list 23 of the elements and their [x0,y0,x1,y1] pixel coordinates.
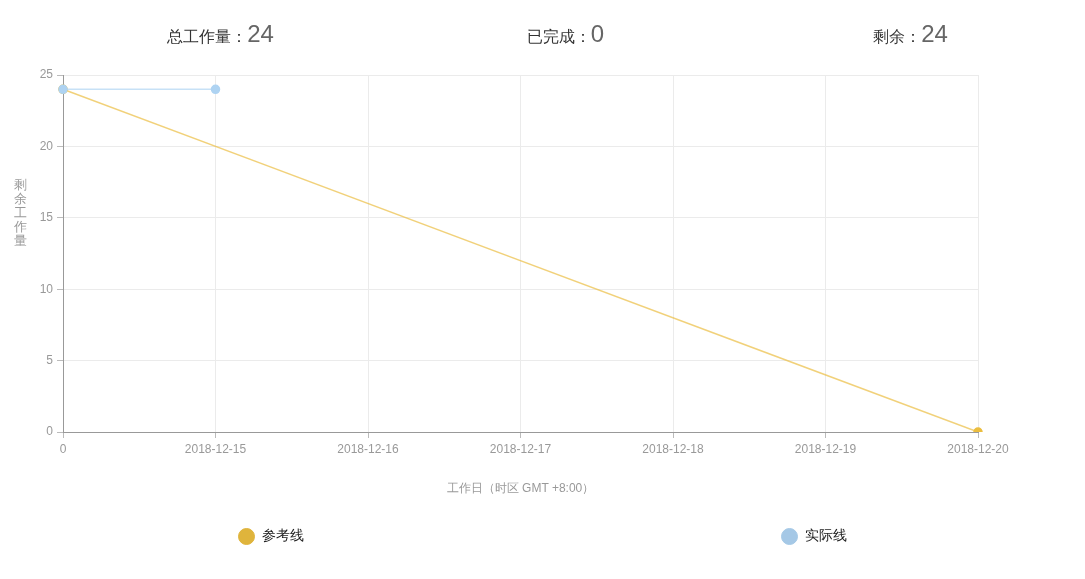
y-axis-title: 剩余工作量 [13,177,27,248]
text: 0 [590,20,605,47]
text: 总工作量： [167,28,248,45]
y-tick-label: 5 [46,352,54,367]
text: 24 [921,20,948,47]
x-tick-label: 0 [59,441,67,456]
x-axis-title: 工作日（时区 GMT +8:00） [446,481,595,496]
x-tick-label: 2018-12-19 [794,441,857,456]
text: 已完成： [526,28,591,45]
x-tick-label: 2018-12-17 [489,441,552,456]
y-tick-label: 0 [46,424,54,439]
y-tick-label: 15 [39,210,54,225]
x-tick-label: 2018-12-16 [337,441,400,456]
x-tick-label: 2018-12-18 [642,441,705,456]
y-tick-label: 10 [39,281,54,296]
x-tick-label: 2018-12-20 [947,441,1010,456]
y-tick-label: 25 [39,67,54,82]
text: 24 [247,20,274,47]
legend-label: 实际线 [804,527,847,545]
legend-label: 参考线 [262,527,305,545]
text: 剩余： [873,28,922,45]
y-tick-label: 20 [39,138,54,153]
x-tick-label: 2018-12-15 [184,441,247,456]
